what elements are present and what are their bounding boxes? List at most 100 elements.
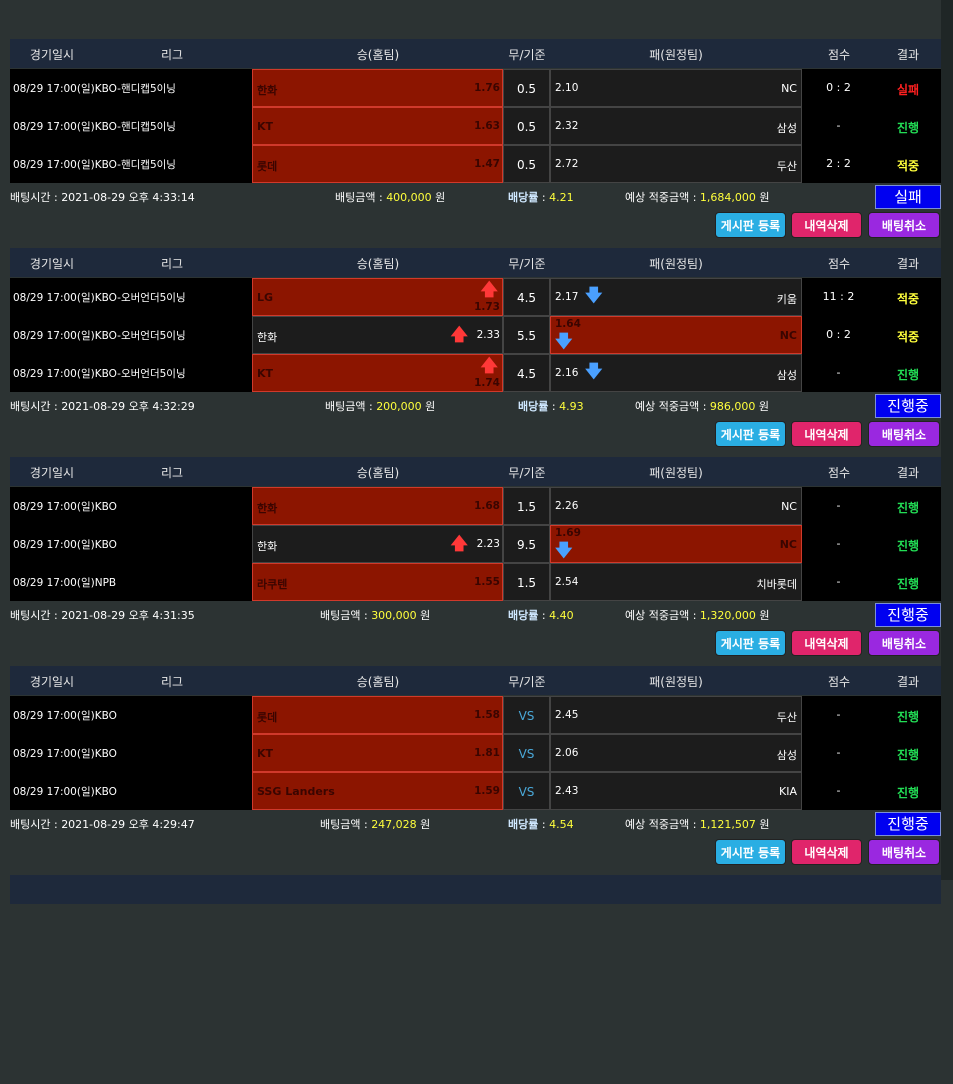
bet-time: 배팅시간 : 2021-08-29 오후 4:32:29 xyxy=(10,398,195,414)
away-odds: 2.54 xyxy=(555,576,579,588)
match-datetime: 08/29 17:00(일) xyxy=(13,786,95,798)
cancel-bet-button[interactable]: 배팅취소 xyxy=(868,421,940,447)
home-odds-cell[interactable]: KT 1.63 xyxy=(252,107,503,145)
match-datetime-league: 08/29 17:00(일)KBO-핸디캡5이닝 xyxy=(10,107,252,145)
odds-value: 4.54 xyxy=(549,818,574,831)
delete-history-button[interactable]: 내역삭제 xyxy=(791,839,862,865)
away-odds-cell[interactable]: 2.54 치바롯데 xyxy=(550,563,802,601)
home-odds-cell[interactable]: 한화 1.68 xyxy=(252,487,503,525)
away-odds-cell[interactable]: 2.32 삼성 xyxy=(550,107,802,145)
home-odds-cell[interactable]: 롯데 1.47 xyxy=(252,145,503,183)
draw-handicap-cell: 0.5 xyxy=(503,145,550,183)
status-box: 진행중 xyxy=(875,394,941,418)
away-team-name: 치바롯데 xyxy=(756,578,797,591)
away-odds-cell[interactable]: 2.10 NC xyxy=(550,69,802,107)
away-team-name: 두산 xyxy=(776,160,797,173)
away-odds-cell[interactable]: 2.26 NC xyxy=(550,487,802,525)
bet-amount: 배팅금액 : 200,000 원 xyxy=(325,398,435,414)
home-odds-cell[interactable]: 한화 1.76 xyxy=(252,69,503,107)
draw-handicap-cell: 0.5 xyxy=(503,107,550,145)
expected-label: 예상 적중금액 : xyxy=(635,400,710,413)
delete-history-button[interactable]: 내역삭제 xyxy=(791,421,862,447)
delete-history-button[interactable]: 내역삭제 xyxy=(791,630,862,656)
away-odds-cell[interactable]: 2.16 🡇 삼성 xyxy=(550,354,802,392)
page-scroll-strip xyxy=(941,0,953,880)
result-badge: 적중 xyxy=(875,278,941,316)
away-odds-cell[interactable]: 2.45 두산 xyxy=(550,696,802,734)
match-datetime-league: 08/29 17:00(일)KBO-핸디캡5이닝 xyxy=(10,145,252,183)
away-team-name: NC xyxy=(781,82,797,95)
away-odds-cell[interactable]: 1.64 🡇 NC xyxy=(550,316,802,354)
table-row: 08/29 17:00(일)KBO-핸디캡5이닝 롯데 1.47 0.5 2.72 두산 2… xyxy=(10,145,941,183)
column-header: 무/기준 xyxy=(508,466,546,480)
arrow-up-icon: 🡅 xyxy=(450,325,468,345)
league-name: KBO-핸디캡5이닝 xyxy=(94,159,176,171)
odds-sep: : xyxy=(548,400,560,413)
league-name: NPB xyxy=(94,577,117,589)
league-name: KBO-오버언더5이닝 xyxy=(94,368,186,380)
odds-label: 배당률 xyxy=(518,400,549,413)
board-register-button[interactable]: 게시판 등록 xyxy=(715,421,786,447)
bet-slip: 경기일시 리그 승(홈팀) 무/기준 패(원정팀) 점수 결과 08/29 17:00(일)K… xyxy=(10,39,941,248)
bet-slip: 경기일시 리그 승(홈팀) 무/기준 패(원정팀) 점수 결과 08/29 17:00(일)K… xyxy=(10,248,941,457)
bet-time-value: 2021-08-29 오후 4:32:29 xyxy=(61,400,195,413)
column-header: 리그 xyxy=(160,257,184,271)
away-odds-cell[interactable]: 2.72 두산 xyxy=(550,145,802,183)
table-row: 08/29 17:00(일)KBO 롯데 1.58 VS 2.45 두산 - 진행 xyxy=(10,696,941,734)
column-header: 점수 xyxy=(827,257,851,271)
column-header: 승(홈팀) xyxy=(356,466,400,480)
home-team-name: 한화 xyxy=(257,540,278,553)
home-odds-cell[interactable]: 롯데 1.58 xyxy=(252,696,503,734)
bet-amount: 배팅금액 : 400,000 원 xyxy=(335,189,445,205)
cancel-bet-button[interactable]: 배팅취소 xyxy=(868,839,940,865)
column-header: 리그 xyxy=(160,675,184,689)
expected-win: 예상 적중금액 : 986,000 원 xyxy=(635,398,769,414)
league-name: KBO-핸디캡5이닝 xyxy=(94,83,176,95)
away-odds: 2.32 xyxy=(555,120,579,132)
arrow-down-icon: 🡇 xyxy=(555,332,573,352)
delete-history-button[interactable]: 내역삭제 xyxy=(791,212,862,238)
home-odds-cell[interactable]: 한화 🡅 2.23 xyxy=(252,525,503,563)
match-datetime-league: 08/29 17:00(일)KBO-오버언더5이닝 xyxy=(10,278,252,316)
home-odds-cell[interactable]: SSG Landers 1.59 xyxy=(252,772,503,810)
column-header: 점수 xyxy=(827,48,851,62)
bet-time-value: 2021-08-29 오후 4:29:47 xyxy=(61,818,195,831)
home-odds-cell[interactable]: LG 🡅 1.73 xyxy=(252,278,503,316)
home-odds-cell[interactable]: 라쿠텐 1.55 xyxy=(252,563,503,601)
board-register-button[interactable]: 게시판 등록 xyxy=(715,212,786,238)
column-header: 무/기준 xyxy=(508,257,546,271)
result-badge: 진행 xyxy=(875,487,941,525)
draw-handicap-cell: VS xyxy=(503,734,550,772)
away-odds: 2.72 xyxy=(555,158,579,170)
away-odds-cell[interactable]: 2.06 삼성 xyxy=(550,734,802,772)
away-odds: 2.45 xyxy=(555,709,579,721)
board-register-button[interactable]: 게시판 등록 xyxy=(715,839,786,865)
expected-value: 1,320,000 xyxy=(699,609,756,622)
arrow-down-icon: 🡇 xyxy=(555,541,573,561)
draw-handicap-cell: 0.5 xyxy=(503,69,550,107)
home-odds-cell[interactable]: KT 🡅 1.74 xyxy=(252,354,503,392)
column-header: 결과 xyxy=(896,675,920,689)
home-odds-cell[interactable]: 한화 🡅 2.33 xyxy=(252,316,503,354)
away-odds-cell[interactable]: 2.43 KIA xyxy=(550,772,802,810)
board-register-button[interactable]: 게시판 등록 xyxy=(715,630,786,656)
home-odds-cell[interactable]: KT 1.81 xyxy=(252,734,503,772)
score: - xyxy=(802,734,875,772)
result-badge: 진행 xyxy=(875,354,941,392)
match-datetime-league: 08/29 17:00(일)KBO xyxy=(10,734,252,772)
match-datetime-league: 08/29 17:00(일)KBO xyxy=(10,487,252,525)
home-odds: 1.55 xyxy=(474,576,500,588)
home-team-name: SSG Landers xyxy=(257,785,335,798)
status-box: 진행중 xyxy=(875,812,941,836)
home-odds: 1.74 xyxy=(474,377,500,389)
table-header: 경기일시 리그 승(홈팀) 무/기준 패(원정팀) 점수 결과 xyxy=(10,248,941,277)
away-odds: 2.10 xyxy=(555,82,579,94)
away-odds-cell[interactable]: 2.17 🡇 키움 xyxy=(550,278,802,316)
cancel-bet-button[interactable]: 배팅취소 xyxy=(868,630,940,656)
league-name: KBO xyxy=(94,539,117,551)
arrow-up-icon: 🡅 xyxy=(450,534,468,554)
status-box: 진행중 xyxy=(875,603,941,627)
cancel-bet-button[interactable]: 배팅취소 xyxy=(868,212,940,238)
away-odds-cell[interactable]: 1.69 🡇 NC xyxy=(550,525,802,563)
home-team-name: 한화 xyxy=(257,331,278,344)
